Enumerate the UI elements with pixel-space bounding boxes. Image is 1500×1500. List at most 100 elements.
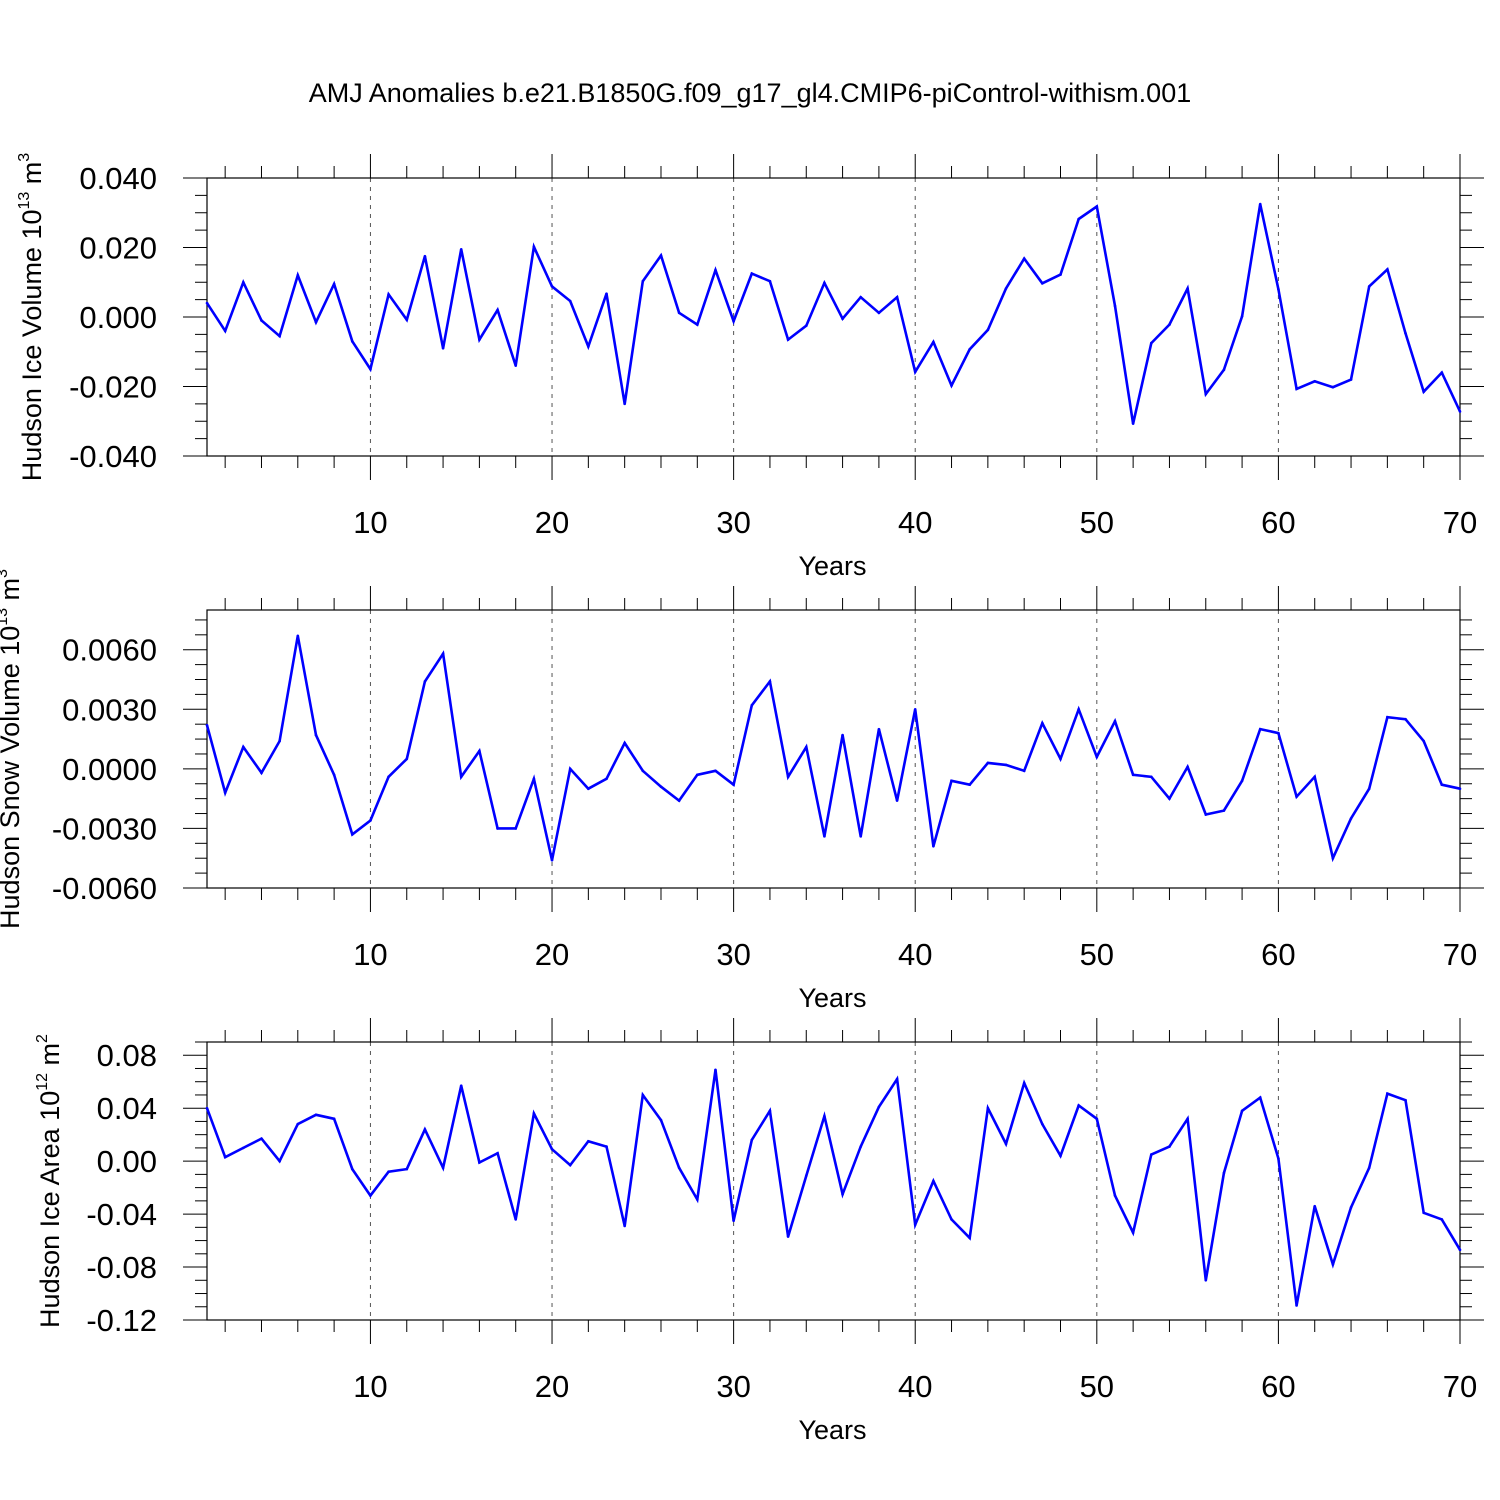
data-point	[1222, 809, 1226, 812]
data-point	[1004, 1142, 1008, 1146]
data-point	[405, 757, 409, 761]
data-point	[1458, 1248, 1462, 1252]
data-point	[1131, 422, 1135, 425]
data-point	[1168, 797, 1171, 800]
data-point	[441, 652, 445, 655]
x-tick-label: 60	[1261, 505, 1295, 540]
data-point	[1186, 1117, 1189, 1121]
data-point	[1458, 410, 1462, 413]
data-point	[1149, 775, 1153, 779]
x-tick-label: 40	[898, 505, 932, 540]
data-point	[732, 783, 735, 787]
data-point	[514, 1218, 518, 1221]
x-tick-label: 20	[535, 505, 569, 540]
data-point	[350, 1167, 354, 1171]
data-point	[278, 1159, 281, 1163]
data-point	[387, 775, 390, 779]
data-point	[768, 680, 772, 683]
data-point	[441, 1166, 445, 1170]
data-point	[532, 777, 536, 781]
panel-3: 10 20 30 40 50 60 70 -0.12 -0.08 -0.04 0.00 0.04 0.0…	[34, 1018, 1484, 1445]
data-point	[1386, 268, 1389, 271]
data-point	[605, 292, 608, 296]
data-point	[1367, 787, 1371, 791]
y-tick-label: 0.00	[97, 1144, 157, 1179]
data-point	[986, 1106, 990, 1110]
x-tick-label: 50	[1080, 1369, 1114, 1404]
data-point	[550, 285, 554, 288]
data-point	[877, 727, 881, 731]
data-point	[1168, 1145, 1171, 1148]
x-tick-label: 20	[535, 937, 569, 972]
data-point	[1331, 385, 1335, 389]
data-point	[932, 340, 935, 344]
data-point	[423, 254, 427, 258]
data-point	[550, 858, 554, 862]
data-point	[1168, 323, 1171, 326]
data-point	[1349, 817, 1353, 820]
data-point	[242, 1146, 245, 1150]
data-point	[496, 1151, 499, 1155]
data-point	[205, 301, 209, 305]
data-point	[786, 775, 790, 779]
data-point	[823, 1114, 826, 1118]
data-point	[587, 1139, 590, 1143]
data-point	[1004, 763, 1008, 767]
data-point	[1331, 1263, 1335, 1266]
data-point	[659, 785, 663, 789]
y-tick-label: -0.020	[69, 370, 157, 405]
data-point	[1458, 787, 1462, 791]
data-point	[1386, 715, 1389, 719]
data-point	[1077, 707, 1080, 711]
x-axis-title: Years	[798, 983, 866, 1013]
data-point	[1277, 287, 1280, 291]
data-point	[1386, 1092, 1389, 1095]
data-point	[986, 328, 990, 332]
data-point	[677, 311, 681, 315]
y-axis-title: Hudson Ice Area 1012 m2	[34, 1034, 65, 1328]
data-point	[332, 773, 336, 777]
data-point	[750, 272, 754, 275]
data-point	[1222, 1171, 1226, 1175]
data-point	[932, 845, 935, 848]
data-point	[1186, 287, 1189, 290]
data-point	[459, 1084, 463, 1087]
data-point	[1404, 1098, 1407, 1102]
data-point	[205, 723, 209, 727]
data-point	[641, 769, 645, 773]
data-point	[877, 311, 881, 315]
data-point	[968, 348, 971, 351]
data-point	[1422, 1211, 1425, 1215]
data-point	[1041, 721, 1044, 725]
data-point	[278, 334, 281, 338]
data-point	[1313, 775, 1317, 779]
y-axis-title: Hudson Ice Volume 1013 m3	[16, 153, 47, 481]
data-point	[696, 323, 699, 326]
data-point	[732, 1219, 735, 1223]
data-point	[1258, 727, 1262, 731]
panel-1: 10 20 30 40 50 60 70 -0.040 -0.020 0.000 0.020 0.04…	[16, 153, 1484, 581]
data-point	[1222, 368, 1226, 372]
data-point	[823, 835, 826, 838]
data-point	[1349, 378, 1353, 381]
x-tick-label: 20	[535, 1369, 569, 1404]
data-point	[242, 745, 245, 749]
data-point	[478, 749, 481, 753]
data-point	[332, 1117, 336, 1121]
data-point	[804, 745, 808, 749]
y-tick-label: 0.000	[79, 300, 157, 335]
data-point	[278, 739, 281, 743]
data-point	[1240, 1109, 1244, 1113]
data-point	[1295, 387, 1298, 391]
data-point	[1077, 217, 1080, 221]
data-point	[260, 319, 263, 322]
data-point	[1313, 379, 1317, 383]
data-point	[1404, 717, 1407, 721]
y-tick-label: -0.0030	[52, 811, 157, 846]
data-point	[350, 340, 354, 343]
data-point	[659, 1118, 663, 1122]
data-point	[714, 769, 717, 773]
data-point	[387, 1170, 390, 1174]
x-tick-label: 60	[1261, 1369, 1295, 1404]
